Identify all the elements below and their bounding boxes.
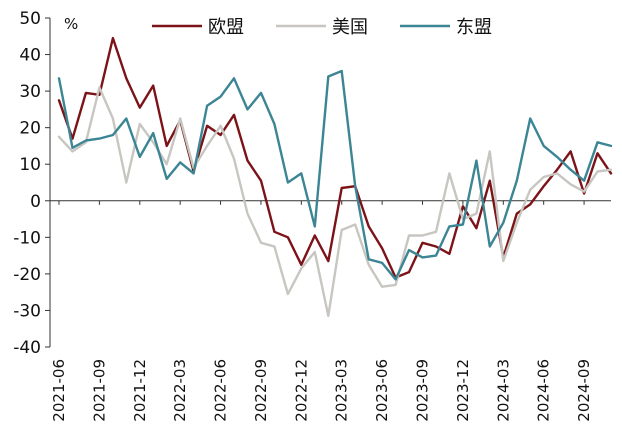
- legend-label: 欧盟: [208, 17, 244, 38]
- y-tick-label: -10: [13, 228, 41, 248]
- x-axis: 2021-06 2021-09 2021-12 2022-03 2022-06 2022-…: [50, 200, 611, 422]
- y-axis: 50 40 30 20 10 0 -10 -20 -30 -40: [13, 9, 51, 358]
- series-line-2: [57, 69, 613, 281]
- x-tick-label: 2024-09: [575, 359, 593, 422]
- x-tick-label: 2022-09: [252, 359, 270, 422]
- x-tick-label: 2022-03: [171, 359, 189, 422]
- plot-area: [57, 36, 613, 318]
- y-tick-label: -20: [13, 265, 41, 285]
- x-tick-label: 2023-12: [454, 359, 472, 422]
- x-tick-label: 2021-12: [131, 359, 149, 422]
- series-line-1: [57, 86, 613, 318]
- y-tick-label: -30: [13, 301, 41, 321]
- x-tick-label: 2023-06: [373, 359, 391, 422]
- x-tick-label: 2021-06: [50, 359, 68, 422]
- x-tick-label: 2023-03: [333, 359, 351, 422]
- y-tick-label: 0: [30, 192, 41, 212]
- y-unit-label: %: [64, 15, 78, 33]
- x-tick-label: 2024-03: [494, 359, 512, 422]
- y-tick-label: 50: [19, 9, 41, 29]
- y-tick-label: 20: [19, 119, 41, 139]
- series-line-0: [57, 36, 613, 279]
- x-tick-label: 2022-06: [212, 359, 230, 422]
- legend: 欧盟 美国 东盟: [152, 17, 492, 38]
- y-tick-label: 30: [19, 82, 41, 102]
- legend-label: 美国: [332, 17, 368, 38]
- legend-label: 东盟: [456, 17, 492, 38]
- x-tick-label: 2024-06: [535, 359, 553, 422]
- y-tick-label: 10: [19, 155, 41, 175]
- y-tick-label: 40: [19, 46, 41, 66]
- y-tick-label: -40: [13, 338, 41, 358]
- x-tick-label: 2022-12: [292, 359, 310, 422]
- x-tick-label: 2021-09: [90, 359, 108, 422]
- x-tick-label: 2023-09: [414, 359, 432, 422]
